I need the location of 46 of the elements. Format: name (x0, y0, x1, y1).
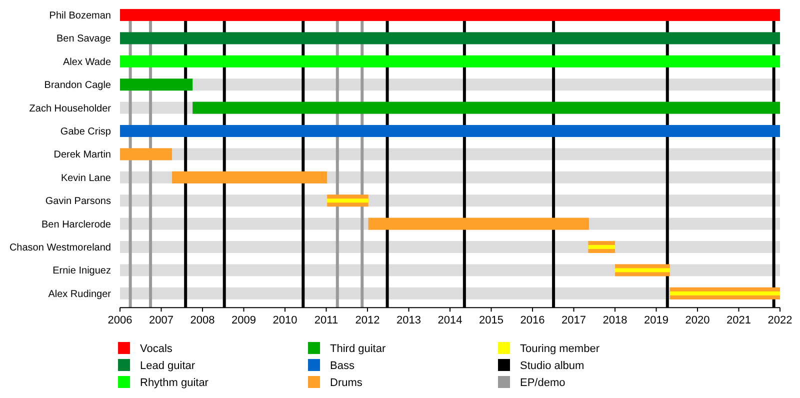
bar (120, 78, 193, 91)
legend-label: Vocals (140, 342, 173, 355)
x-tick-label: 2016 (520, 314, 545, 327)
x-tick-label: 2020 (685, 314, 710, 327)
bar (588, 245, 615, 249)
legend-label: Lead guitar (140, 360, 196, 372)
bar (327, 198, 368, 203)
y-tick-label: Gavin Parsons (45, 196, 111, 208)
y-tick-label: Chason Westmoreland (9, 242, 111, 254)
legend-label: Studio album (520, 360, 584, 372)
y-tick-label: Kevin Lane (60, 172, 112, 184)
x-tick-label: 2010 (272, 314, 298, 327)
legend-label: Third guitar (330, 342, 386, 355)
x-tick-label: 2008 (190, 314, 215, 327)
x-tick-label: 2009 (232, 314, 256, 327)
legend-label: Touring member (520, 342, 600, 355)
x-tick-label: 2007 (149, 314, 174, 327)
bar (172, 171, 328, 184)
y-tick-label: Ernie Iniguez (52, 266, 111, 277)
legend-label: Bass (330, 360, 355, 372)
x-tick-label: 2011 (314, 314, 338, 327)
x-tick-label: 2006 (108, 314, 132, 327)
x-tick-label: 2021 (726, 314, 751, 327)
legend-label: Drums (330, 376, 363, 389)
bar (615, 268, 670, 272)
y-tick-label: Alex Rudinger (48, 288, 112, 300)
y-tick-label: Zach Householder (29, 103, 112, 114)
bar (120, 148, 172, 160)
y-tick-label: Alex Wade (63, 56, 112, 68)
x-tick-label: 2012 (355, 314, 380, 327)
y-tick-label: Derek Martin (54, 150, 111, 161)
y-tick-label: Phil Bozeman (49, 10, 111, 22)
x-tick-label: 2014 (438, 314, 462, 327)
x-tick-label: 2017 (562, 314, 586, 327)
y-tick-label: Brandon Cagle (44, 80, 112, 92)
y-tick-label: Gabe Crisp (60, 126, 112, 138)
x-tick-label: 2019 (644, 314, 668, 327)
y-tick-label: Ben Savage (56, 34, 112, 45)
x-tick-label: 2015 (479, 314, 504, 327)
legend-label: Rhythm guitar (140, 376, 209, 389)
x-tick-label: 2022 (768, 314, 792, 327)
bar (670, 291, 780, 296)
x-tick-label: 2018 (602, 314, 628, 327)
legend-label: EP/demo (520, 376, 566, 389)
y-tick-label: Ben Harclerode (42, 219, 112, 230)
x-tick-label: 2013 (396, 314, 421, 327)
